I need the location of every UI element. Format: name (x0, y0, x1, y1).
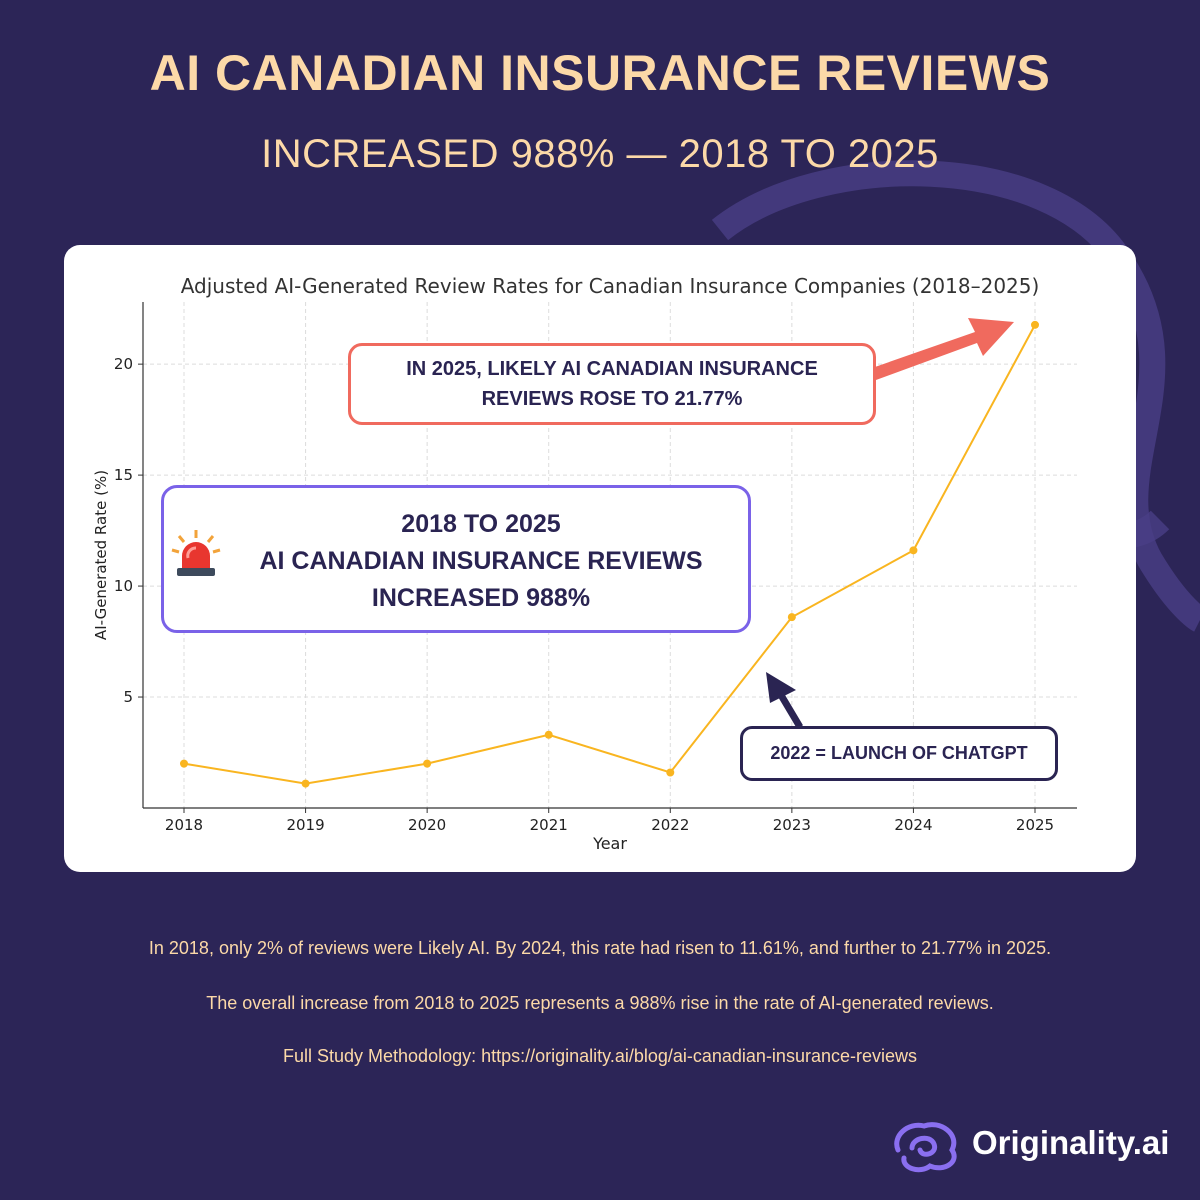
y-tick-label: 10 (114, 577, 133, 595)
chatgpt-arrow-head (766, 672, 796, 703)
x-tick-label: 2018 (165, 816, 203, 834)
summary-callout-line3: INCREASED 988% (371, 584, 591, 612)
series-line (183, 324, 1036, 785)
data-point-2021 (544, 730, 553, 739)
summary-callout-line1: 2018 TO 2025 (401, 510, 561, 538)
data-point-2020 (423, 759, 432, 768)
data-point-2024 (909, 546, 918, 555)
peak-arrow (872, 318, 1014, 380)
headline: AI CANADIAN INSURANCE REVIEWS (149, 45, 1051, 101)
siren-icon (171, 530, 221, 576)
data-point-2023 (787, 613, 796, 622)
footnote-2: The overall increase from 2018 to 2025 r… (206, 993, 994, 1013)
y-tick-label: 15 (114, 466, 133, 484)
methodology-link[interactable]: Full Study Methodology: https://original… (283, 1046, 917, 1066)
data-point-2018 (180, 759, 188, 768)
subheadline: INCREASED 988% — 2018 TO 2025 (261, 132, 939, 176)
y-tick-label: 5 (123, 688, 133, 706)
x-tick-label: 2025 (1016, 816, 1054, 834)
data-point-2025 (1031, 320, 1039, 329)
data-point-2019 (301, 779, 310, 788)
peak-callout: IN 2025, LIKELY AI CANADIAN INSURANCE RE… (348, 343, 876, 425)
footnote-1: In 2018, only 2% of reviews were Likely … (148, 938, 1052, 958)
x-tick-label: 2024 (894, 816, 932, 834)
brain-icon (894, 1122, 957, 1173)
y-tick-label: 20 (114, 355, 133, 373)
x-tick-label: 2020 (408, 816, 446, 834)
peak-callout-line1: IN 2025, LIKELY AI CANADIAN INSURANCE (406, 358, 818, 380)
brand-name: Originality.ai (972, 1124, 1170, 1161)
x-axis-label: Year (592, 834, 627, 853)
chatgpt-callout: 2022 = LAUNCH OF CHATGPT (740, 726, 1058, 781)
x-tick-label: 2019 (286, 816, 324, 834)
x-tick-label: 2022 (651, 816, 689, 834)
chart-title: Adjusted AI-Generated Review Rates for C… (181, 274, 1040, 298)
summary-callout-line2: AI CANADIAN INSURANCE REVIEWS (259, 547, 703, 575)
y-axis-label: AI-Generated Rate (%) (92, 470, 110, 640)
x-tick-label: 2023 (773, 816, 811, 834)
peak-callout-line2: REVIEWS ROSE TO 21.77% (481, 388, 743, 410)
x-tick-label: 2021 (530, 816, 568, 834)
data-point-2022 (666, 768, 675, 777)
summary-callout: 2018 TO 2025 AI CANADIAN INSURANCE REVIE… (161, 485, 751, 633)
